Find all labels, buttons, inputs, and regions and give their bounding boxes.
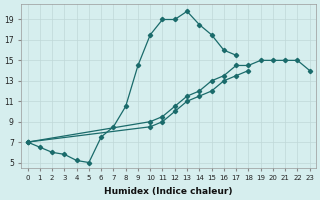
X-axis label: Humidex (Indice chaleur): Humidex (Indice chaleur) xyxy=(104,187,233,196)
